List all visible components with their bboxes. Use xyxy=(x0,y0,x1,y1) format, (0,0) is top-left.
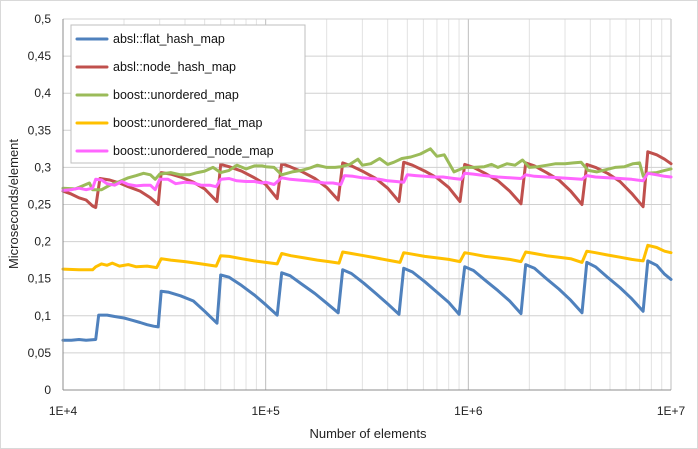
legend: absl::flat_hash_mapabsl::node_hash_mapbo… xyxy=(70,24,306,164)
tick-labels: 0 0,05 0,1 0,15 0,2 0,25 0,3 0,35 0,4 0,45 0,5 1E+4… xyxy=(28,12,686,418)
x-axis-title: Number of elements xyxy=(309,426,427,441)
series-line-2 xyxy=(61,147,673,192)
series-line-1 xyxy=(61,150,673,209)
y-tick-label: 0,3 xyxy=(34,160,51,174)
series-lines xyxy=(61,147,673,342)
y-axis-title: Microseconds/element xyxy=(6,139,21,269)
y-tick-label: 0,25 xyxy=(28,198,52,212)
y-tick-label: 0,5 xyxy=(34,12,51,26)
legend-label: absl::node_hash_map xyxy=(113,60,236,74)
legend-label: boost::unordered_flat_map xyxy=(113,116,262,130)
series-line-3 xyxy=(61,243,673,272)
series-line-0 xyxy=(61,259,673,342)
y-tick-label: 0,05 xyxy=(28,346,52,360)
y-tick-label: 0,45 xyxy=(28,49,52,63)
x-tick-label: 1E+4 xyxy=(49,404,78,418)
series-line-4 xyxy=(61,171,673,192)
x-tick-label: 1E+6 xyxy=(454,404,483,418)
y-tick-label: 0 xyxy=(44,383,51,397)
y-tick-label: 0,2 xyxy=(34,235,51,249)
legend-box xyxy=(70,24,306,164)
x-tick-label: 1E+7 xyxy=(657,404,686,418)
legend-label: boost::unordered_node_map xyxy=(113,144,274,158)
y-tick-label: 0,1 xyxy=(34,309,51,323)
legend-label: absl::flat_hash_map xyxy=(113,32,225,46)
axes xyxy=(62,19,671,391)
y-tick-label: 0,15 xyxy=(28,272,52,286)
legend-label: boost::unordered_map xyxy=(113,88,239,102)
x-tick-label: 1E+5 xyxy=(251,404,280,418)
y-tick-label: 0,4 xyxy=(34,86,51,100)
y-tick-label: 0,35 xyxy=(28,123,52,137)
